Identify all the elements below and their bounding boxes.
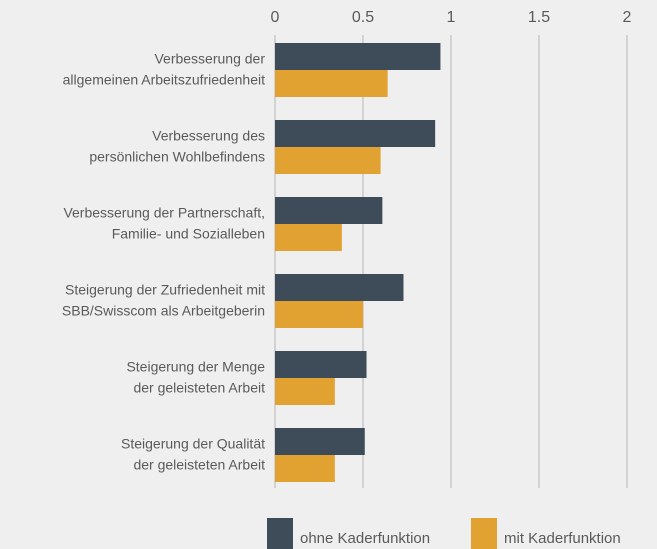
legend-label: mit Kaderfunktion <box>504 530 621 547</box>
bar <box>275 274 404 301</box>
x-tick-label: 1.5 <box>528 9 550 26</box>
bar <box>275 351 367 378</box>
legend-label: ohne Kaderfunktion <box>300 530 430 547</box>
bar <box>275 428 365 455</box>
y-tick-label: Steigerung der Menge der geleisteten Arbe… <box>126 358 265 395</box>
bar <box>275 43 441 70</box>
y-tick-label: Steigerung der Qualität der geleisteten A… <box>121 435 265 472</box>
bar <box>275 301 363 328</box>
x-tick-label: 1 <box>447 9 456 26</box>
y-tick-label: Verbesserung der allgemeinen Arbeitszufri… <box>63 50 266 87</box>
bar <box>275 224 342 251</box>
y-tick-label: Steigerung der Zufriedenheit mit SBB/Swis… <box>62 281 265 318</box>
x-tick-label: 0 <box>271 9 280 26</box>
bar <box>275 378 335 405</box>
bar <box>275 120 436 147</box>
y-tick-label: Verbesserung des persönlichen Wohlbefinde… <box>89 127 265 164</box>
bar <box>275 455 335 482</box>
legend-swatch <box>471 518 497 549</box>
y-tick-label: Verbesserung der Partnerschaft, Familie- … <box>63 204 265 241</box>
bar <box>275 147 381 174</box>
legend-swatch <box>267 518 293 549</box>
x-tick-label: 0.5 <box>352 9 374 26</box>
x-tick-label: 2 <box>623 9 632 26</box>
bar <box>275 70 388 97</box>
bar <box>275 197 383 224</box>
